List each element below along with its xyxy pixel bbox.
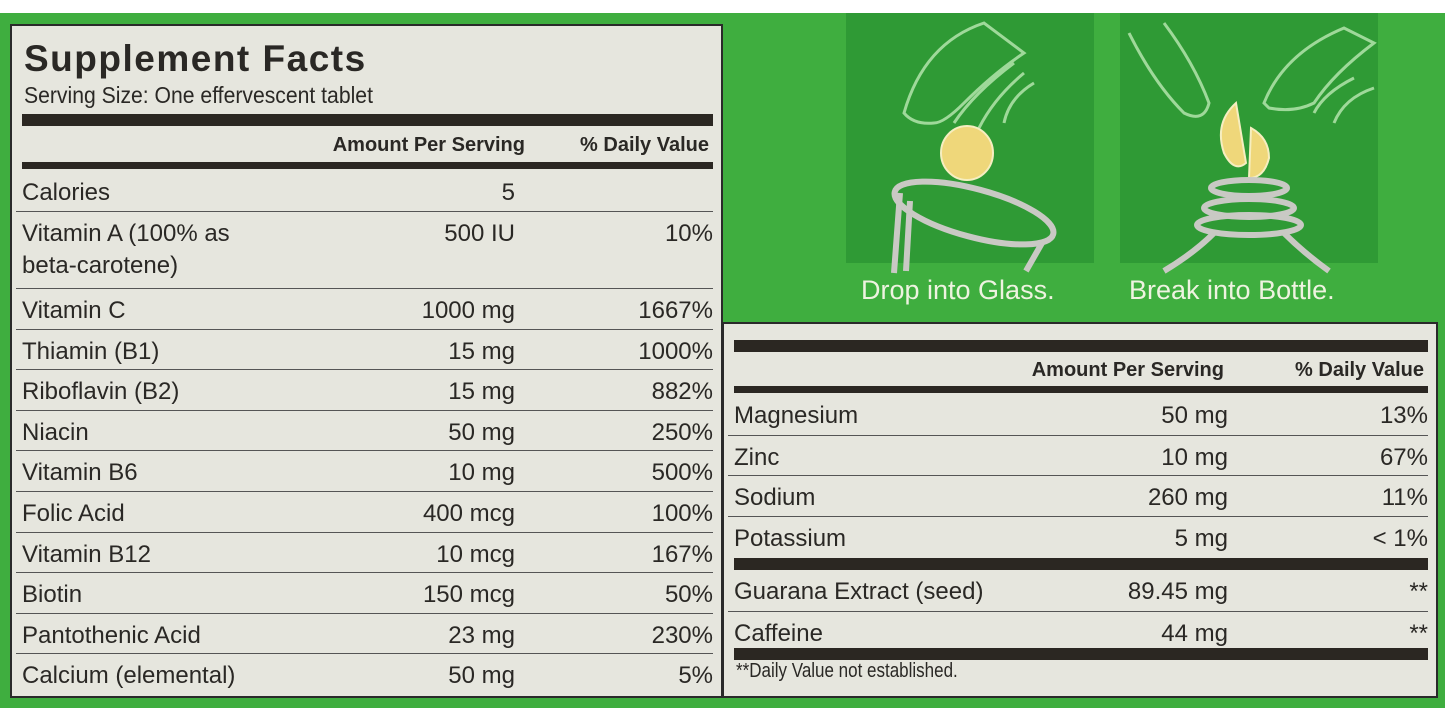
daily-value: 500% — [651, 459, 713, 487]
daily-value: ** — [1409, 619, 1428, 647]
nutrient-name: Thiamin (B1) — [22, 337, 160, 365]
table-row: Caffeine 44 mg ** — [728, 610, 1428, 652]
divider-thick — [22, 162, 713, 169]
table-row: Vitamin B6 10 mg 500% — [16, 450, 713, 491]
nutrient-name: Niacin — [22, 418, 89, 446]
daily-value: 1667% — [638, 297, 713, 324]
nutrient-name: Vitamin C — [22, 297, 126, 324]
bottle-icon — [1162, 177, 1331, 274]
table-row: Thiamin (B1) 15 mg 1000% — [16, 328, 713, 370]
table-row: Niacin 50 mg 250% — [16, 409, 713, 451]
amount: 50 mg — [448, 418, 515, 446]
nutrient-name: Folic Acid — [22, 499, 125, 527]
table-row: Calcium (elemental) 50 mg 5% — [16, 653, 713, 694]
drop-into-glass-caption: Drop into Glass. — [861, 275, 1055, 305]
hand-icon — [1127, 22, 1377, 124]
nutrient-name: Vitamin B6 — [22, 459, 138, 487]
daily-value: ** — [1409, 578, 1428, 605]
nutrient-name: Pantothenic Acid — [22, 621, 201, 649]
table-row: Folic Acid 400 mcg 100% — [16, 490, 713, 532]
daily-value: < 1% — [1372, 525, 1428, 553]
amount: 23 mg — [448, 621, 515, 649]
nutrient-name: Vitamin B12 — [22, 540, 151, 568]
nutrient-name: Caffeine — [734, 619, 823, 647]
page-title: Supplement Facts — [24, 38, 367, 79]
table-row: Vitamin A (100% as beta-carotene) 500 IU 1… — [16, 211, 713, 288]
daily-value: 11% — [1381, 484, 1428, 512]
amount: 50 mg — [448, 662, 515, 690]
supplement-facts-continued-panel: Amount Per Serving % Daily Value Magnesi… — [722, 322, 1438, 698]
amount: 89.45 mg — [1127, 578, 1228, 605]
amount: 10 mcg — [436, 540, 515, 568]
table-row: Magnesium 50 mg 13% — [728, 394, 1428, 435]
amount: 44 mg — [1161, 619, 1228, 647]
daily-value: 5% — [678, 662, 713, 690]
nutrient-name: Riboflavin (B2) — [22, 378, 180, 406]
tablet-icon — [940, 125, 994, 181]
serving-size: Serving Size: One effervescent tablet — [24, 82, 373, 108]
nutrient-name: Vitamin A (100% as beta-carotene) — [22, 220, 230, 279]
nutrient-name: Sodium — [734, 484, 816, 512]
daily-value: 10% — [664, 220, 713, 247]
facts-table: Calories 5 Vitamin A (100% as beta-caroten… — [16, 171, 713, 694]
table-row: Guarana Extract (seed) 89.45 mg ** — [728, 570, 1428, 611]
amount: 15 mg — [448, 337, 515, 365]
nutrient-name: Calories — [22, 179, 111, 206]
table-row: Zinc 10 mg 67% — [728, 434, 1428, 476]
amount: 5 mg — [1174, 525, 1228, 553]
divider-thick — [22, 114, 713, 126]
table-row: Riboflavin (B2) 15 mg 882% — [16, 369, 713, 410]
divider-thick — [734, 558, 1428, 570]
hand-icon — [902, 21, 1035, 129]
amount: 50 mg — [1161, 402, 1228, 429]
divider-thick — [734, 648, 1428, 660]
table-row: Sodium 260 mg 11% — [728, 475, 1428, 516]
divider-thick — [734, 386, 1428, 393]
daily-value: 250% — [651, 418, 713, 446]
footnote: **Daily Value not established. — [736, 660, 958, 682]
daily-value: 230% — [651, 621, 713, 649]
nutrient-name: Guarana Extract (seed) — [734, 578, 984, 605]
table-row: Calories 5 — [16, 171, 713, 211]
instructions-illustration: Drop into Glass. Break into Bottle. — [724, 13, 1445, 322]
nutrient-name: Calcium (elemental) — [22, 662, 236, 690]
divider-thick — [734, 340, 1428, 352]
amount: 400 mcg — [422, 499, 515, 527]
table-row: Vitamin C 1000 mg 1667% — [16, 288, 713, 329]
supplement-facts-panel: Supplement Facts Serving Size: One effer… — [10, 24, 723, 698]
nutrient-name: Magnesium — [734, 402, 859, 429]
daily-value: 67% — [1379, 443, 1428, 471]
header-amount: Amount Per Serving — [332, 134, 525, 156]
daily-value: 50% — [664, 581, 713, 609]
daily-value: 882% — [651, 378, 713, 406]
amount: 5 — [501, 179, 515, 206]
amount: 10 mg — [448, 459, 515, 487]
amount: 1000 mg — [421, 297, 515, 324]
amount: 150 mcg — [422, 581, 515, 609]
amount: 260 mg — [1147, 484, 1228, 512]
header-amount: Amount Per Serving — [1031, 359, 1224, 381]
break-into-bottle-caption: Break into Bottle. — [1129, 275, 1335, 305]
other-ingredients-table: Guarana Extract (seed) 89.45 mg ** Caffeine… — [728, 570, 1428, 651]
nutrient-name: Biotin — [22, 581, 83, 609]
table-row: Biotin 150 mcg 50% — [16, 572, 713, 613]
daily-value: 167% — [651, 540, 713, 568]
nutrient-name: Potassium — [734, 525, 847, 553]
table-row: Potassium 5 mg < 1% — [728, 516, 1428, 557]
amount: 15 mg — [448, 378, 515, 406]
daily-value: 13% — [1379, 402, 1428, 429]
nutrient-name: Zinc — [734, 443, 780, 471]
table-row: Vitamin B12 10 mcg 167% — [16, 531, 713, 573]
amount: 10 mg — [1161, 443, 1228, 471]
amount: 500 IU — [444, 220, 515, 247]
daily-value: 1000% — [638, 337, 713, 365]
header-daily-value: % Daily Value — [580, 134, 709, 156]
minerals-table: Magnesium 50 mg 13% Zinc 10 mg 67% Sodium 260 m… — [728, 394, 1428, 557]
table-row: Pantothenic Acid 23 mg 230% — [16, 612, 713, 654]
glass-icon — [891, 178, 1057, 274]
header-daily-value: % Daily Value — [1295, 359, 1424, 381]
daily-value: 100% — [651, 499, 713, 527]
